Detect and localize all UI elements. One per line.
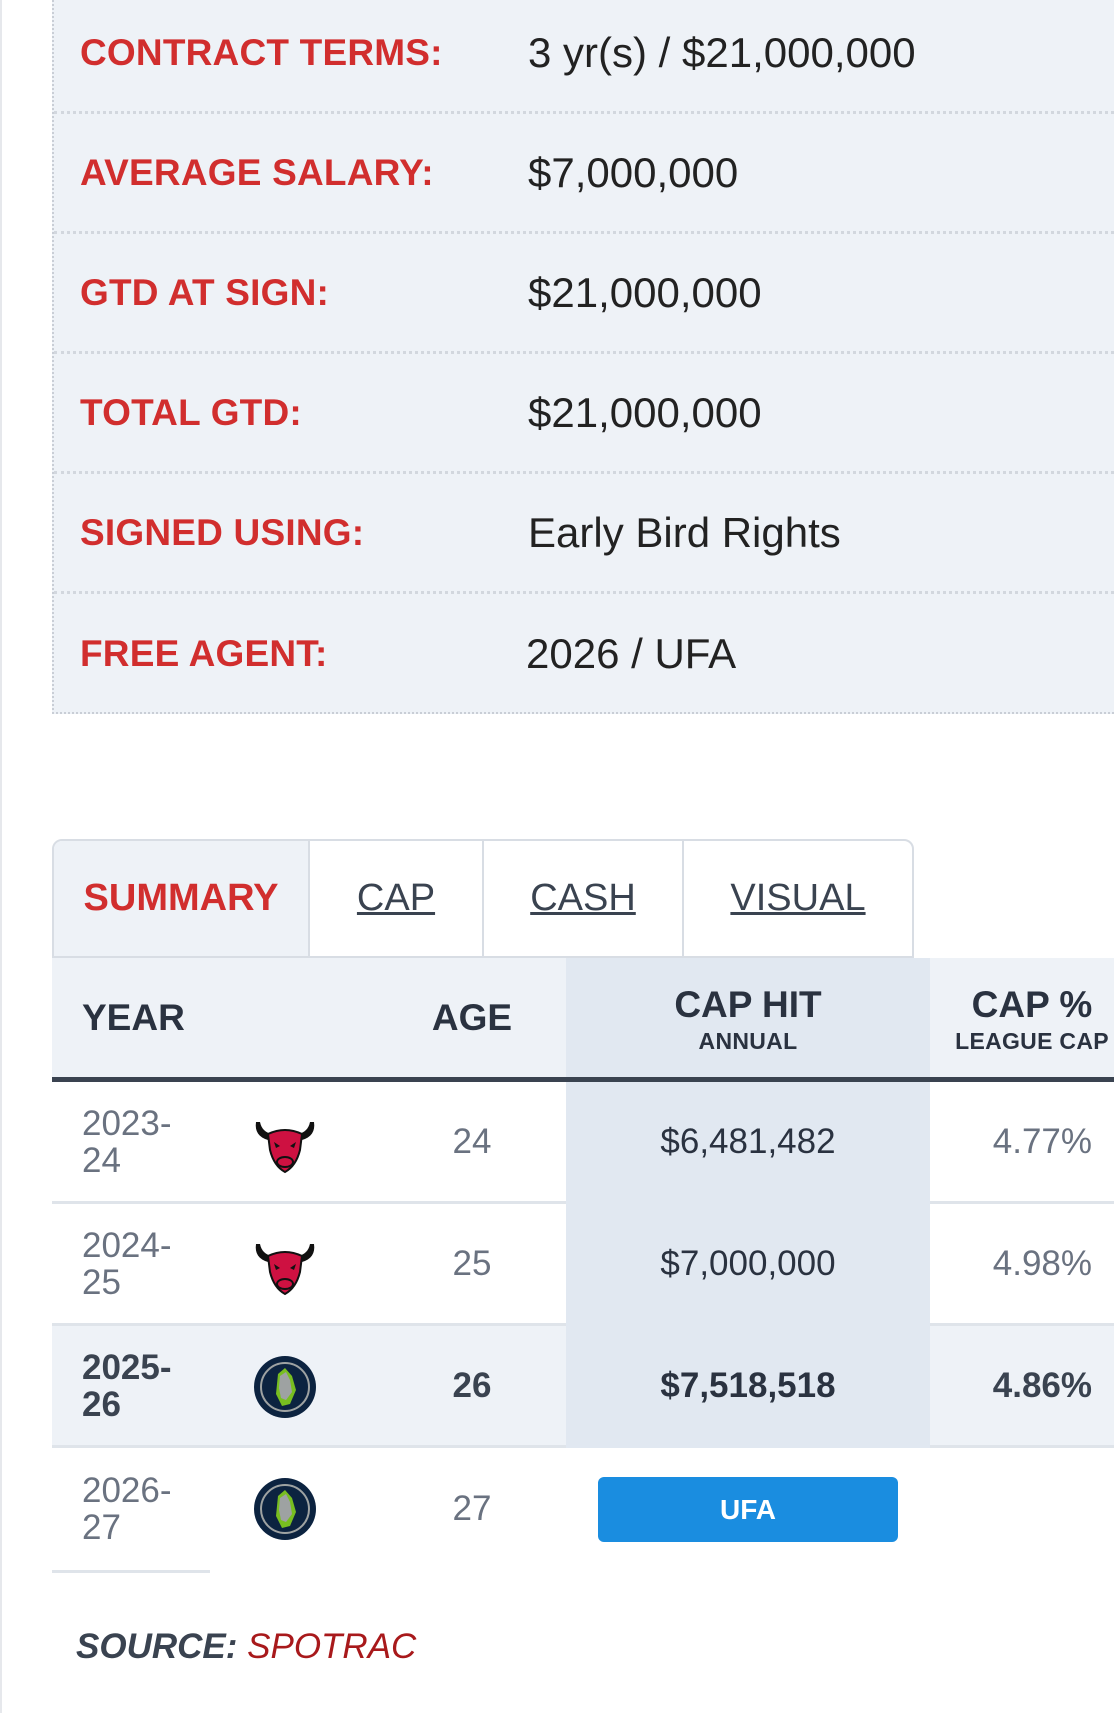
header-cap-hit-sub: ANNUAL xyxy=(698,1028,798,1054)
detail-value: 2026 / UFA xyxy=(526,630,737,677)
header-cap-hit: CAP HIT ANNUAL xyxy=(566,958,930,1077)
row-year-end: 26 xyxy=(82,1384,121,1424)
header-cap-pct-sub: LEAGUE CAP xyxy=(955,1028,1109,1054)
detail-signed-using: SIGNED USING: Early Bird Rights xyxy=(54,474,1114,594)
detail-label: FREE AGENT: xyxy=(80,633,328,674)
detail-contract-terms: CONTRACT TERMS: 3 yr(s) / $21,000,000 xyxy=(54,0,1114,114)
source-label: SOURCE: xyxy=(76,1627,238,1666)
row-year-start: 2023- xyxy=(82,1103,172,1143)
row-cap-hit: $7,000,000 xyxy=(660,1243,836,1283)
left-rule xyxy=(0,0,2,1713)
row-divider xyxy=(52,1570,210,1573)
tab-visual[interactable]: VISUAL xyxy=(730,877,866,919)
row-age: 25 xyxy=(452,1243,492,1283)
header-cap-hit-label: CAP HIT xyxy=(674,984,822,1025)
row-cap-hit: $7,518,518 xyxy=(660,1365,836,1405)
row-age: 26 xyxy=(452,1365,492,1405)
row-cap-pct: 4.77% xyxy=(992,1121,1092,1161)
cap-hit-column-highlight xyxy=(566,1082,930,1204)
table-row: 2024- 25 25 $7,000,000 4.98% xyxy=(52,1204,1114,1326)
detail-total-gtd: TOTAL GTD: $21,000,000 xyxy=(54,354,1114,474)
row-year-start: 2025- xyxy=(82,1347,172,1387)
cap-hit-column-highlight xyxy=(566,1326,930,1448)
row-year-start: 2026- xyxy=(82,1471,172,1510)
row-year: 2024- 25 xyxy=(82,1204,232,1323)
timberwolves-logo-icon xyxy=(254,1356,316,1418)
timberwolves-logo-icon xyxy=(254,1478,316,1540)
detail-label: GTD AT SIGN: xyxy=(80,271,330,313)
row-year-end: 27 xyxy=(82,1508,121,1547)
row-age: 24 xyxy=(452,1121,492,1161)
detail-label: AVERAGE SALARY: xyxy=(80,151,434,193)
row-cap-pct: 4.98% xyxy=(992,1243,1092,1283)
cap-hit-column-highlight xyxy=(566,1204,930,1326)
header-age: AGE xyxy=(431,996,513,1038)
row-cap-pct: 4.86% xyxy=(992,1365,1092,1405)
source-link[interactable]: SPOTRAC xyxy=(247,1627,417,1666)
row-year: 2026- 27 xyxy=(82,1448,232,1570)
bulls-logo-icon xyxy=(255,1244,315,1296)
detail-value: 3 yr(s) / $21,000,000 xyxy=(528,28,916,76)
tab-summary[interactable]: SUMMARY xyxy=(54,841,310,956)
bulls-logo-icon xyxy=(255,1122,315,1174)
contract-tabs: SUMMARY CAP CASH VISUAL xyxy=(52,839,914,958)
row-year: 2023- 24 xyxy=(82,1082,232,1201)
row-year: 2025- 26 xyxy=(82,1326,232,1445)
detail-label: TOTAL GTD: xyxy=(80,391,302,433)
row-cap-hit: $6,481,482 xyxy=(660,1121,836,1161)
ufa-status-button[interactable]: UFA xyxy=(598,1477,898,1542)
header-cap-pct: CAP % LEAGUE CAP xyxy=(930,958,1114,1077)
detail-average-salary: AVERAGE SALARY: $7,000,000 xyxy=(54,114,1114,234)
row-year-end: 24 xyxy=(82,1140,121,1180)
row-year-start: 2024- xyxy=(82,1225,172,1265)
detail-label: SIGNED USING: xyxy=(80,511,365,553)
table-row: 2026- 27 27 UFA xyxy=(52,1448,1114,1573)
table-row-current: 2025- 26 26 $7,518,518 4.86% xyxy=(52,1326,1114,1448)
detail-label: CONTRACT TERMS: xyxy=(80,31,443,73)
detail-value: $21,000,000 xyxy=(528,268,762,316)
cap-hit-column-highlight xyxy=(566,958,930,1077)
tab-cash[interactable]: CASH xyxy=(484,841,684,956)
detail-free-agent: FREE AGENT: 2026 / UFA xyxy=(54,594,1114,714)
detail-value: $7,000,000 xyxy=(528,148,739,196)
detail-value: Early Bird Rights xyxy=(528,508,841,556)
detail-gtd-at-sign: GTD AT SIGN: $21,000,000 xyxy=(54,234,1114,354)
tab-cap[interactable]: CAP xyxy=(310,841,484,956)
detail-value: $21,000,000 xyxy=(528,388,762,436)
table-row: 2023- 24 24 $6,481,482 4.77% xyxy=(52,1082,1114,1204)
header-cap-pct-label: CAP % xyxy=(971,984,1093,1025)
header-year: YEAR xyxy=(82,996,185,1038)
row-year-end: 25 xyxy=(82,1262,121,1302)
source-credit: SOURCE: SPOTRAC xyxy=(76,1627,416,1667)
table-header: YEAR AGE CAP HIT ANNUAL CAP % LEAGUE CAP xyxy=(52,958,1114,1082)
contract-details: CONTRACT TERMS: 3 yr(s) / $21,000,000 AV… xyxy=(52,0,1114,714)
row-age: 27 xyxy=(452,1489,492,1528)
